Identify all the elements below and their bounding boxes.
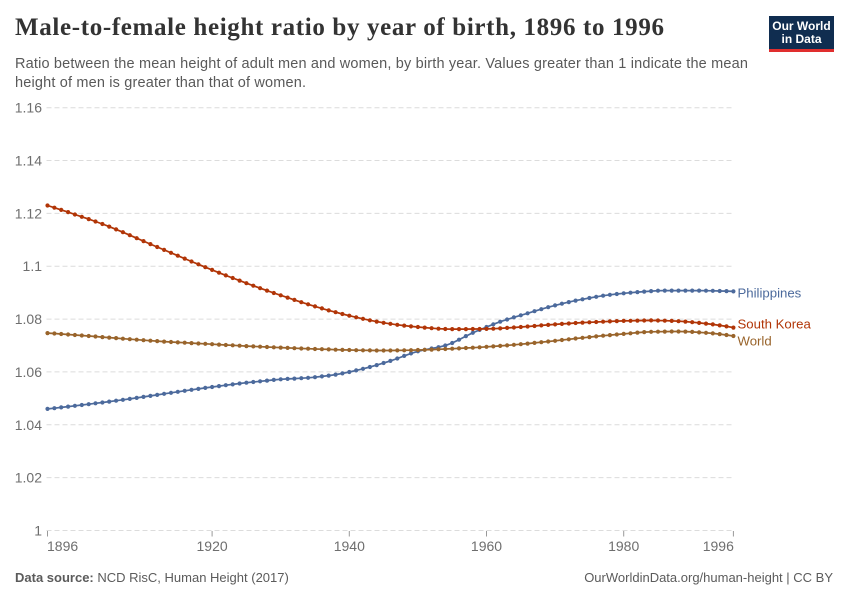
svg-text:South Korea: South Korea (738, 316, 812, 331)
svg-text:1.1: 1.1 (23, 258, 43, 274)
svg-text:1: 1 (34, 523, 42, 539)
svg-text:1.02: 1.02 (15, 470, 42, 486)
svg-text:1980: 1980 (608, 538, 639, 554)
svg-text:Philippines: Philippines (738, 286, 802, 301)
svg-text:World: World (738, 334, 772, 349)
svg-text:1920: 1920 (197, 538, 228, 554)
svg-text:1.04: 1.04 (15, 417, 42, 433)
svg-text:1960: 1960 (471, 538, 502, 554)
svg-text:1896: 1896 (47, 538, 78, 554)
svg-text:1.16: 1.16 (15, 100, 42, 116)
svg-text:1.14: 1.14 (15, 153, 42, 169)
svg-text:1.12: 1.12 (15, 205, 42, 221)
svg-text:1.06: 1.06 (15, 364, 42, 380)
svg-text:1996: 1996 (703, 538, 734, 554)
svg-text:1940: 1940 (334, 538, 365, 554)
svg-text:1.08: 1.08 (15, 311, 42, 327)
